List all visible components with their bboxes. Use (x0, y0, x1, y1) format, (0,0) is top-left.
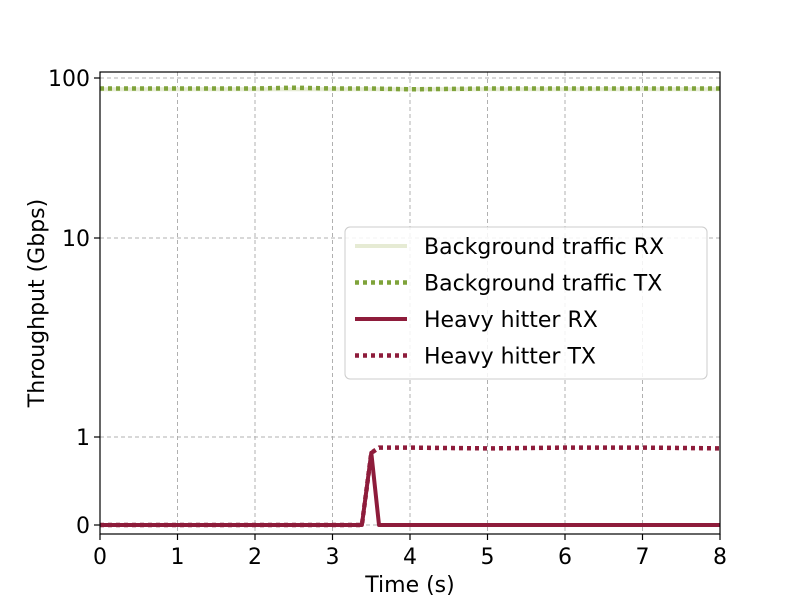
y-tick-label: 10 (62, 227, 90, 252)
legend-label: Background traffic TX (424, 272, 662, 297)
y-tick-label: 1 (76, 426, 90, 451)
x-tick-label: 4 (403, 545, 417, 570)
x-axis-label: Time (s) (364, 573, 454, 598)
x-tick-label: 7 (636, 545, 650, 570)
x-axis: 0 1 2 3 4 5 6 7 8 (93, 534, 727, 570)
x-tick-label: 8 (713, 545, 727, 570)
x-tick-label: 1 (171, 545, 185, 570)
x-tick-label: 2 (248, 545, 262, 570)
y-tick-label: 0 (76, 514, 90, 539)
legend: Background traffic RX Background traffic … (344, 226, 708, 380)
y-axis-label: Throughput (Gbps) (25, 199, 50, 408)
legend-label: Background traffic RX (424, 235, 664, 260)
legend-label: Heavy hitter RX (424, 308, 598, 333)
x-tick-label: 5 (481, 545, 495, 570)
x-tick-label: 3 (326, 545, 340, 570)
series-line-1 (100, 85, 720, 92)
legend-box (344, 226, 708, 380)
y-tick-label: 100 (48, 67, 90, 92)
series-lines (100, 85, 721, 528)
series-line-2 (100, 450, 720, 527)
y-axis: 0 1 10 100 (48, 67, 100, 539)
x-tick-label: 6 (558, 545, 572, 570)
legend-label: Heavy hitter TX (424, 345, 596, 370)
x-tick-label: 0 (93, 545, 107, 570)
